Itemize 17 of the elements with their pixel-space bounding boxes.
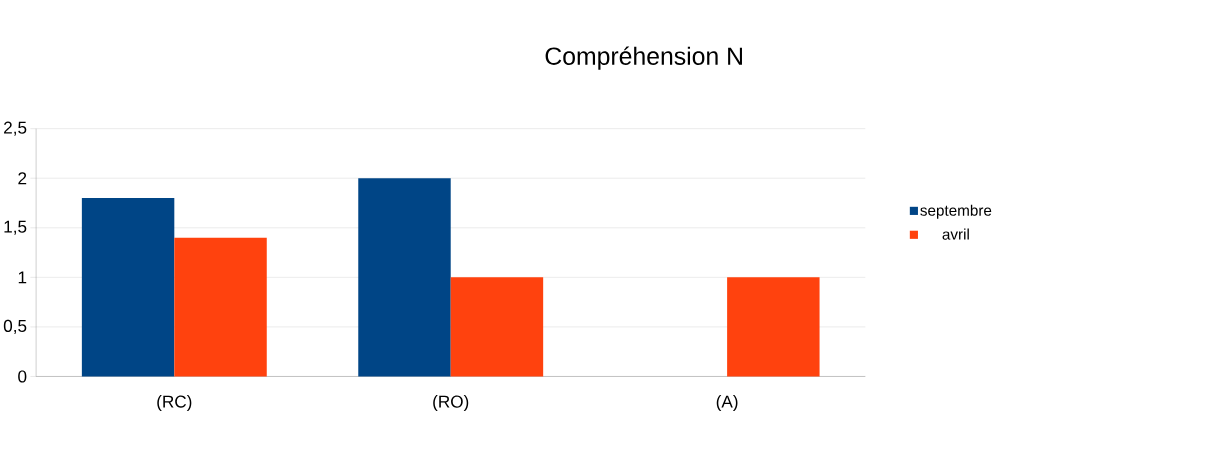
y-tick-label: 2,5 (4, 121, 27, 136)
x-tick-label: (RO) (433, 395, 469, 412)
legend-label: septembre (920, 204, 992, 220)
y-tick-label: 2 (18, 172, 27, 185)
x-tick-label: (RC) (157, 395, 192, 412)
y-tick-label: 0,5 (3, 320, 27, 335)
legend-label: avril (942, 228, 969, 240)
chart-title: Compréhension N (545, 46, 742, 71)
y-tick-label: 1,5 (4, 220, 27, 235)
bar (358, 178, 451, 377)
bar (174, 237, 267, 377)
bar (727, 277, 820, 377)
bar (450, 277, 544, 377)
x-tick-label: (A) (716, 395, 738, 412)
y-tick-label: 1 (18, 271, 27, 284)
y-tick-label: 0 (18, 370, 27, 383)
bar (81, 198, 175, 377)
